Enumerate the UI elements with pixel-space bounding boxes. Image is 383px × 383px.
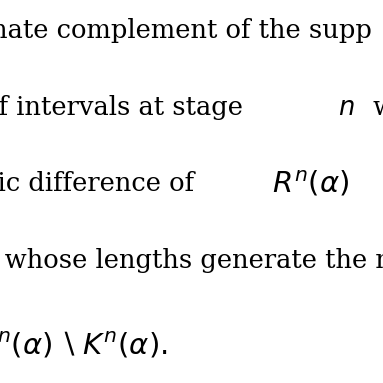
Text: ls whose lengths generate the m: ls whose lengths generate the m [0, 248, 383, 273]
Text: $n$: $n$ [337, 95, 354, 120]
Text: $R^{n}(\alpha)$: $R^{n}(\alpha)$ [272, 169, 350, 198]
Text: of intervals at stage: of intervals at stage [0, 95, 251, 120]
Text: $\mathit{R}^{n}(\alpha)\setminus K^{n}(\alpha).$: $\mathit{R}^{n}(\alpha)\setminus K^{n}(\… [0, 330, 168, 360]
Text: imate complement of the supp: imate complement of the supp [0, 18, 372, 43]
Text: tric difference of: tric difference of [0, 171, 202, 196]
Text: with re: with re [365, 95, 383, 120]
